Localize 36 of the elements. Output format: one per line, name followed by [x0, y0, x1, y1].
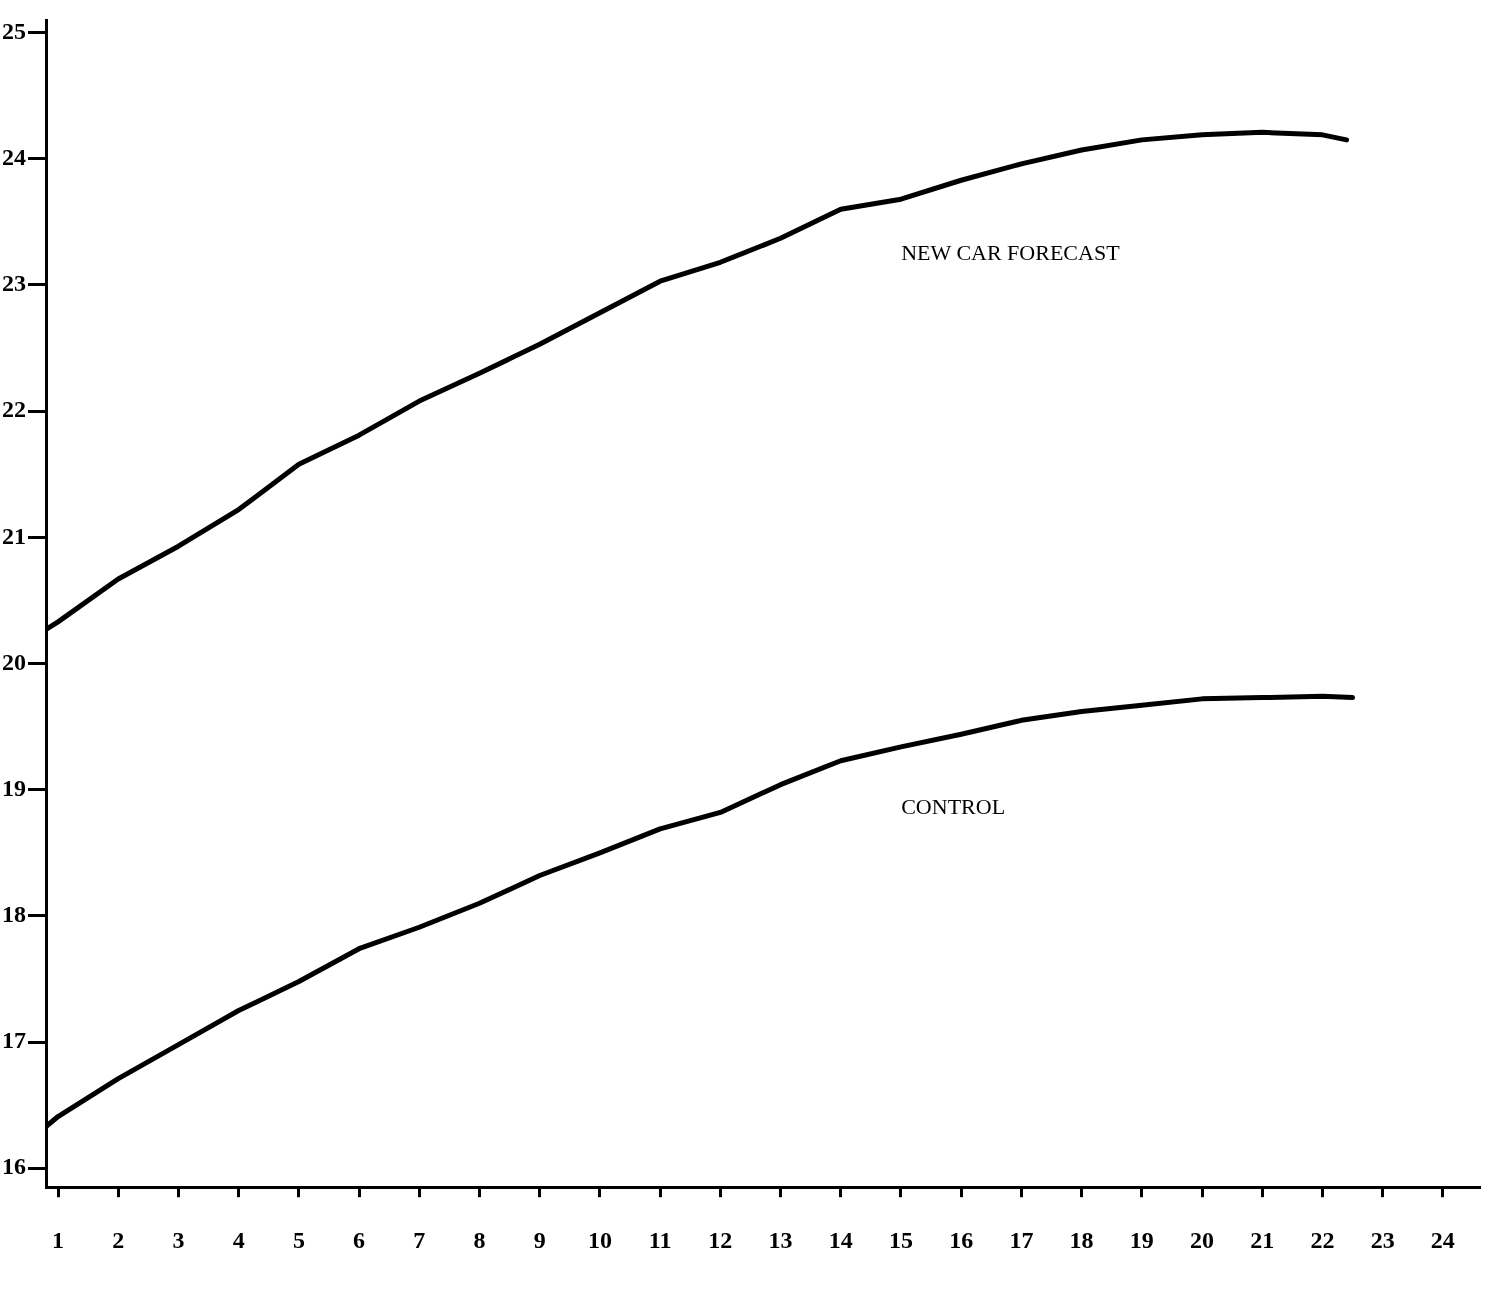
x-tick-label: 22	[1310, 1226, 1335, 1253]
y-tick-label: 17	[2, 1027, 26, 1054]
x-tick-label: 17	[1009, 1226, 1034, 1253]
x-tick-label: 24	[1430, 1226, 1455, 1253]
x-tick-label: 18	[1069, 1226, 1094, 1253]
x-tick-label: 16	[949, 1226, 974, 1253]
x-tick-label: 15	[888, 1226, 913, 1253]
x-tick-label: 21	[1250, 1226, 1275, 1253]
x-tick-label: 6	[353, 1226, 366, 1253]
x-tick-label: 8	[473, 1226, 486, 1253]
y-tick-label: 22	[2, 396, 26, 423]
y-tick-label: 21	[2, 522, 26, 549]
y-tick-label: 16	[2, 1153, 26, 1180]
x-tick-label: 23	[1370, 1226, 1395, 1253]
y-tick-label: 19	[2, 774, 26, 801]
x-tick-label: 7	[413, 1226, 426, 1253]
y-tick-label: 24	[2, 144, 26, 171]
x-tick-label: 2	[112, 1226, 125, 1253]
y-tick-label: 25	[2, 17, 26, 44]
x-tick-label: 19	[1129, 1226, 1154, 1253]
text: CONTROL	[901, 794, 1006, 820]
y-tick-label: 20	[2, 648, 26, 675]
series-label: NEW CAR FORECAST	[901, 240, 1121, 266]
x-tick-label: 5	[292, 1226, 305, 1253]
x-tick-label: 1	[52, 1226, 65, 1253]
x-tick-label: 4	[232, 1226, 245, 1253]
x-tick-label: 14	[828, 1226, 853, 1253]
x-tick-label: 3	[172, 1226, 185, 1253]
x-tick-label: 10	[587, 1226, 612, 1253]
x-tick-label: 20	[1190, 1226, 1215, 1253]
x-tick-label: 11	[648, 1226, 672, 1253]
x-tick-label: 12	[708, 1226, 733, 1253]
y-tick-label: 23	[2, 270, 26, 297]
x-tick-label: 13	[768, 1226, 793, 1253]
y-tick-label: 18	[2, 901, 26, 928]
x-tick-label: 9	[533, 1226, 546, 1253]
